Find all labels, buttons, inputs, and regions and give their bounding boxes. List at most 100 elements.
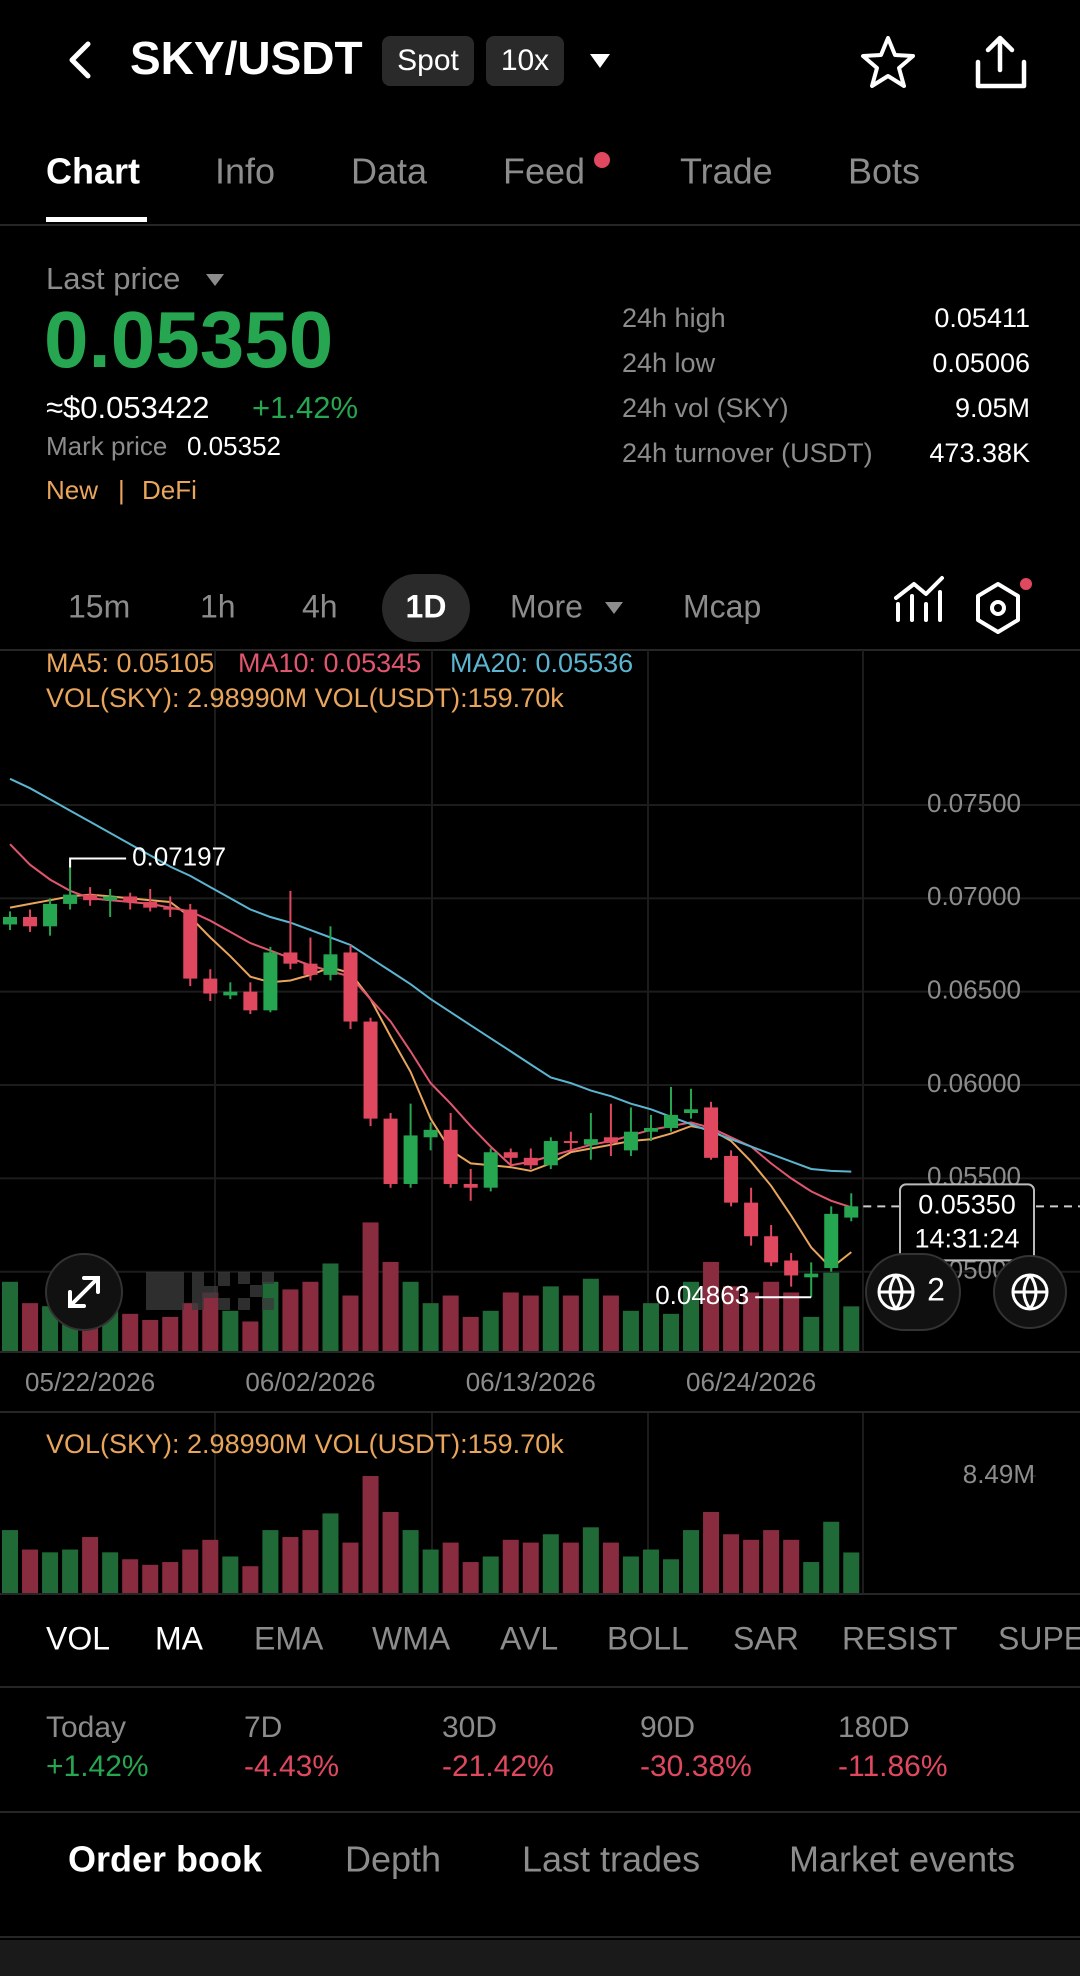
tab-bar: Chart Info Data Feed Trade Bots [46,151,920,192]
candle-body [383,1118,398,1184]
indicator-tab[interactable]: RESIST [842,1620,958,1656]
vol-panel-legend: VOL(SKY): 2.98990M VOL(USDT):159.70k [46,1429,564,1459]
volume-bar [662,1559,679,1594]
settings-button[interactable] [976,578,1032,634]
indicator-bar: VOL MA EMA WMA AVL BOLL SAR RESIST SUPE [46,1620,1080,1656]
tab[interactable]: Chart [46,151,140,192]
period-label: 7D [244,1711,282,1744]
volume-bar [783,1292,800,1352]
candle-body [403,1135,418,1184]
volume-bar [202,1292,219,1352]
volume-bar [222,1310,239,1352]
candle-body [784,1260,799,1276]
x-tick-label: 06/13/2026 [466,1367,596,1397]
bottom-tab[interactable]: Depth [345,1839,441,1880]
indicator-tab[interactable]: BOLL [607,1620,689,1656]
tag[interactable]: New [46,475,98,505]
volume-bar [502,1539,519,1594]
volume-bar [22,1303,39,1352]
candle-body [643,1127,658,1132]
y-tick-label: 0.06000 [927,1068,1021,1098]
candle-body [283,952,298,964]
indicator-tab[interactable]: WMA [372,1620,451,1656]
volume-bar [462,1316,479,1352]
last-price-dropdown[interactable] [206,274,224,286]
tab[interactable]: Bots [848,151,920,192]
translate-button[interactable] [993,1255,1067,1329]
volume-bar [42,1306,59,1352]
volume-bar [382,1512,399,1594]
volume-bar [683,1281,700,1352]
volume-bar [823,1272,840,1352]
interval[interactable]: 1D [406,588,447,624]
price-chart[interactable]: 0.050000.055000.060000.065000.070000.075… [0,777,1080,1397]
volume-bar [622,1556,639,1594]
more-dropdown[interactable] [605,602,623,614]
interval[interactable]: 1h [200,588,236,624]
bottom-tab[interactable]: Order book [68,1839,263,1880]
volume-bar [22,1549,39,1594]
performance: Today +1.42% 7D -4.43% 30D -21.42% 90D -30.38% 1… [46,1711,948,1783]
candle-body [363,1021,378,1119]
bottom-tab[interactable]: Last trades [522,1839,700,1880]
indicator-tab[interactable]: MA [155,1620,204,1656]
volume-bar [662,1313,679,1352]
volume-bar [522,1542,539,1594]
favorite-button[interactable] [861,36,915,88]
volume-bar [843,1552,860,1594]
volume-bar [522,1295,539,1352]
candle-body [123,896,138,903]
volume-bar [182,1549,199,1594]
indicator-tab[interactable]: VOL [46,1620,110,1656]
candle-body [663,1114,678,1128]
candle-body [63,894,78,904]
candle-body [343,952,358,1022]
tab[interactable]: Data [351,151,428,192]
period-change: -11.86% [838,1750,948,1783]
period-label: 90D [640,1711,695,1744]
volume-bar [703,1261,720,1352]
indicator-button[interactable] [894,576,944,622]
tab[interactable]: Feed [503,151,585,192]
volume-bar [222,1556,239,1594]
interval[interactable]: 15m [68,588,130,624]
bottom-tab[interactable]: Market events [789,1839,1015,1880]
volume-bar [362,1222,379,1352]
indicator-tab[interactable]: AVL [500,1620,558,1656]
volume-bar [743,1292,760,1352]
interval[interactable]: More [510,588,583,624]
pair-dropdown[interactable] [590,54,610,68]
indicator-tab[interactable]: SAR [733,1620,799,1656]
period-label: 180D [838,1711,910,1744]
tab[interactable]: Trade [680,151,773,192]
tab[interactable]: Info [215,151,275,192]
candle-body [103,896,118,901]
indicator-tab[interactable]: SUPE [998,1620,1080,1656]
volume-bar [723,1286,740,1352]
candle-body [684,1109,699,1114]
volume-bar [743,1539,760,1594]
button-icon [1013,1274,1047,1310]
badge-bg [486,36,564,86]
stat-value: 9.05M [955,393,1030,423]
candle-body [603,1137,618,1143]
interval[interactable]: Mcap [683,588,761,624]
y-tick-label: 0.06500 [927,975,1021,1005]
candle-body [764,1236,779,1263]
candle-body [704,1107,719,1158]
fullscreen-button[interactable] [45,1253,123,1331]
candle-body [23,916,38,927]
share-button[interactable] [975,35,1027,89]
interval[interactable]: 4h [302,588,338,624]
bottom-strip [0,1940,1080,1976]
min-label: 0.04863 [655,1280,749,1310]
volume-bar [562,1295,579,1352]
indicator-tab[interactable]: EMA [254,1620,324,1656]
back-button[interactable] [69,41,91,79]
ai-button[interactable]: 2 [865,1253,961,1331]
volume-bar [582,1278,599,1352]
volume-bar [62,1549,79,1594]
candle-body [463,1183,478,1188]
last-price-box [899,1183,1035,1262]
tag[interactable]: DeFi [142,475,197,505]
